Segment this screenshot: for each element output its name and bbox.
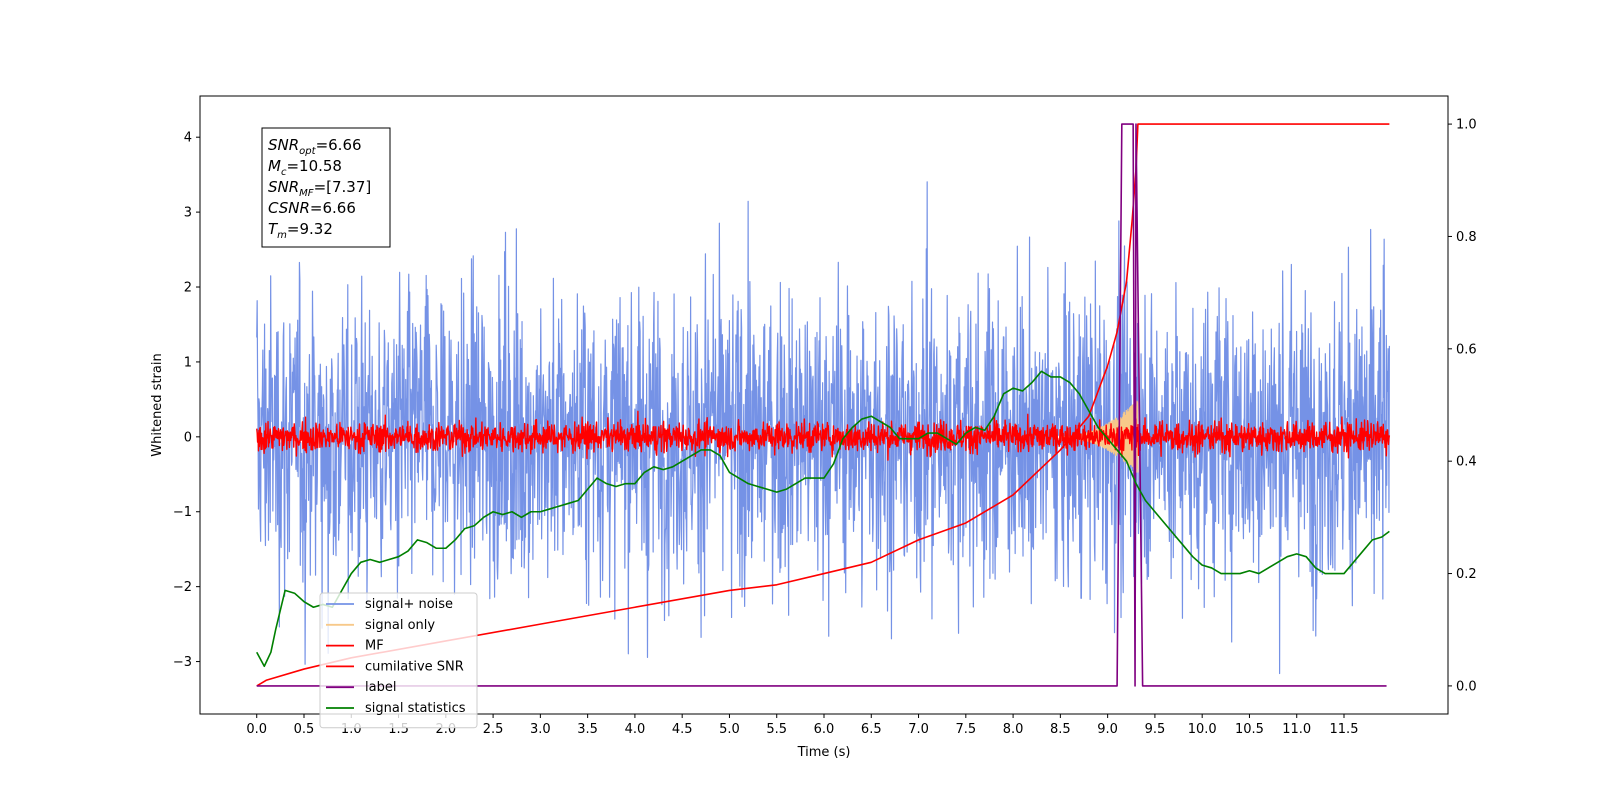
metrics-annotation-box: SNRopt=6.66Mc=10.58SNRMF=[7.37]CSNR=6.66… — [261, 127, 391, 248]
x-tick-label: 6.5 — [861, 722, 882, 737]
legend-entry: signal only — [326, 618, 435, 633]
legend-label: signal statistics — [365, 701, 466, 716]
series-label — [256, 123, 1387, 687]
y-tick-label: 4 — [184, 131, 192, 146]
y2-tick-label: 1.0 — [1456, 118, 1477, 133]
annotation-line: SNRopt=6.66 — [268, 136, 362, 157]
legend-label: cumilative SNR — [365, 659, 464, 674]
y-tick-label: 1 — [184, 355, 192, 370]
y2-tick-label: 0.6 — [1456, 342, 1477, 357]
annotation-symbol: CSNR — [268, 199, 310, 217]
y-tick-label: 2 — [184, 281, 192, 296]
annotation-subscript: opt — [299, 146, 316, 157]
y-axis-label: Whitened strain — [150, 353, 165, 456]
legend-label: label — [365, 680, 396, 695]
annotation-subscript: MF — [299, 188, 314, 199]
y2-tick-label: 0.2 — [1456, 567, 1477, 582]
y-tick-label: −2 — [173, 580, 192, 595]
x-tick-label: 6.0 — [814, 722, 835, 737]
annotation-line: CSNR=6.66 — [268, 199, 356, 217]
annotation-symbol: SNR — [268, 178, 299, 196]
x-tick-label: 8.5 — [1050, 722, 1071, 737]
x-tick-label: 7.0 — [908, 722, 929, 737]
legend-entry: MF — [326, 639, 384, 654]
x-tick-label: 9.5 — [1145, 722, 1166, 737]
series-mf — [256, 410, 1391, 461]
legend-entry: cumilative SNR — [326, 659, 464, 674]
x-tick-label: 4.0 — [625, 722, 646, 737]
y2-tick-label: 0.0 — [1456, 679, 1477, 694]
x-tick-label: 11.5 — [1330, 722, 1359, 737]
annotation-line: Mc=10.58 — [268, 157, 342, 178]
x-tick-label: 10.5 — [1235, 722, 1264, 737]
y-axis-left: −3 −2 −1 0 1 2 3 4 — [173, 131, 200, 670]
legend-label: signal+ noise — [365, 597, 453, 612]
annotation-value: =[7.37] — [314, 178, 372, 196]
x-tick-label: 5.0 — [719, 722, 740, 737]
y-tick-label: 0 — [184, 430, 192, 445]
y-axis-right: 0.0 0.2 0.4 0.6 0.8 1.0 — [1448, 118, 1477, 694]
annotation-symbol: T — [268, 220, 279, 238]
y2-tick-label: 0.4 — [1456, 455, 1477, 470]
x-tick-label: 10.0 — [1188, 722, 1217, 737]
annotation-subscript: c — [281, 167, 287, 178]
annotation-line: SNRMF=[7.37] — [268, 178, 371, 199]
x-tick-label: 8.0 — [1003, 722, 1024, 737]
legend-frame — [319, 592, 478, 729]
legend: signal+ noise signal only MF cumilative SNR… — [319, 592, 478, 729]
legend-label: MF — [365, 639, 384, 654]
legend-entry: label — [326, 680, 396, 695]
x-tick-label: 7.5 — [955, 722, 976, 737]
x-tick-label: 5.5 — [766, 722, 787, 737]
x-tick-label: 3.5 — [577, 722, 598, 737]
y-tick-label: 3 — [184, 206, 192, 221]
annotation-value: =6.66 — [310, 199, 356, 217]
annotation-frame — [261, 127, 391, 248]
y-tick-label: −3 — [173, 655, 192, 670]
annotation-symbol: M — [268, 157, 281, 175]
x-tick-label: 0.5 — [294, 722, 315, 737]
annotation-subscript: m — [277, 230, 287, 241]
x-tick-label: 9.0 — [1097, 722, 1118, 737]
annotation-symbol: SNR — [268, 136, 299, 154]
x-tick-label: 4.5 — [672, 722, 693, 737]
annotation-line: Tm=9.32 — [268, 220, 333, 241]
x-tick-label: 0.0 — [246, 722, 267, 737]
x-axis-label: Time (s) — [797, 745, 851, 760]
annotation-value: =6.66 — [316, 136, 362, 154]
series-signal-noise — [256, 181, 1390, 675]
y2-tick-label: 0.8 — [1456, 230, 1477, 245]
x-tick-label: 3.0 — [530, 722, 551, 737]
annotation-value: =10.58 — [286, 157, 342, 175]
series-signal-statistics — [256, 370, 1390, 668]
legend-entry: signal statistics — [326, 701, 466, 716]
legend-entry: signal+ noise — [326, 597, 453, 612]
y-tick-label: −1 — [173, 505, 192, 520]
x-tick-label: 11.0 — [1282, 722, 1311, 737]
annotation-value: =9.32 — [287, 220, 333, 238]
legend-label: signal only — [365, 618, 435, 633]
x-tick-label: 2.5 — [483, 722, 504, 737]
